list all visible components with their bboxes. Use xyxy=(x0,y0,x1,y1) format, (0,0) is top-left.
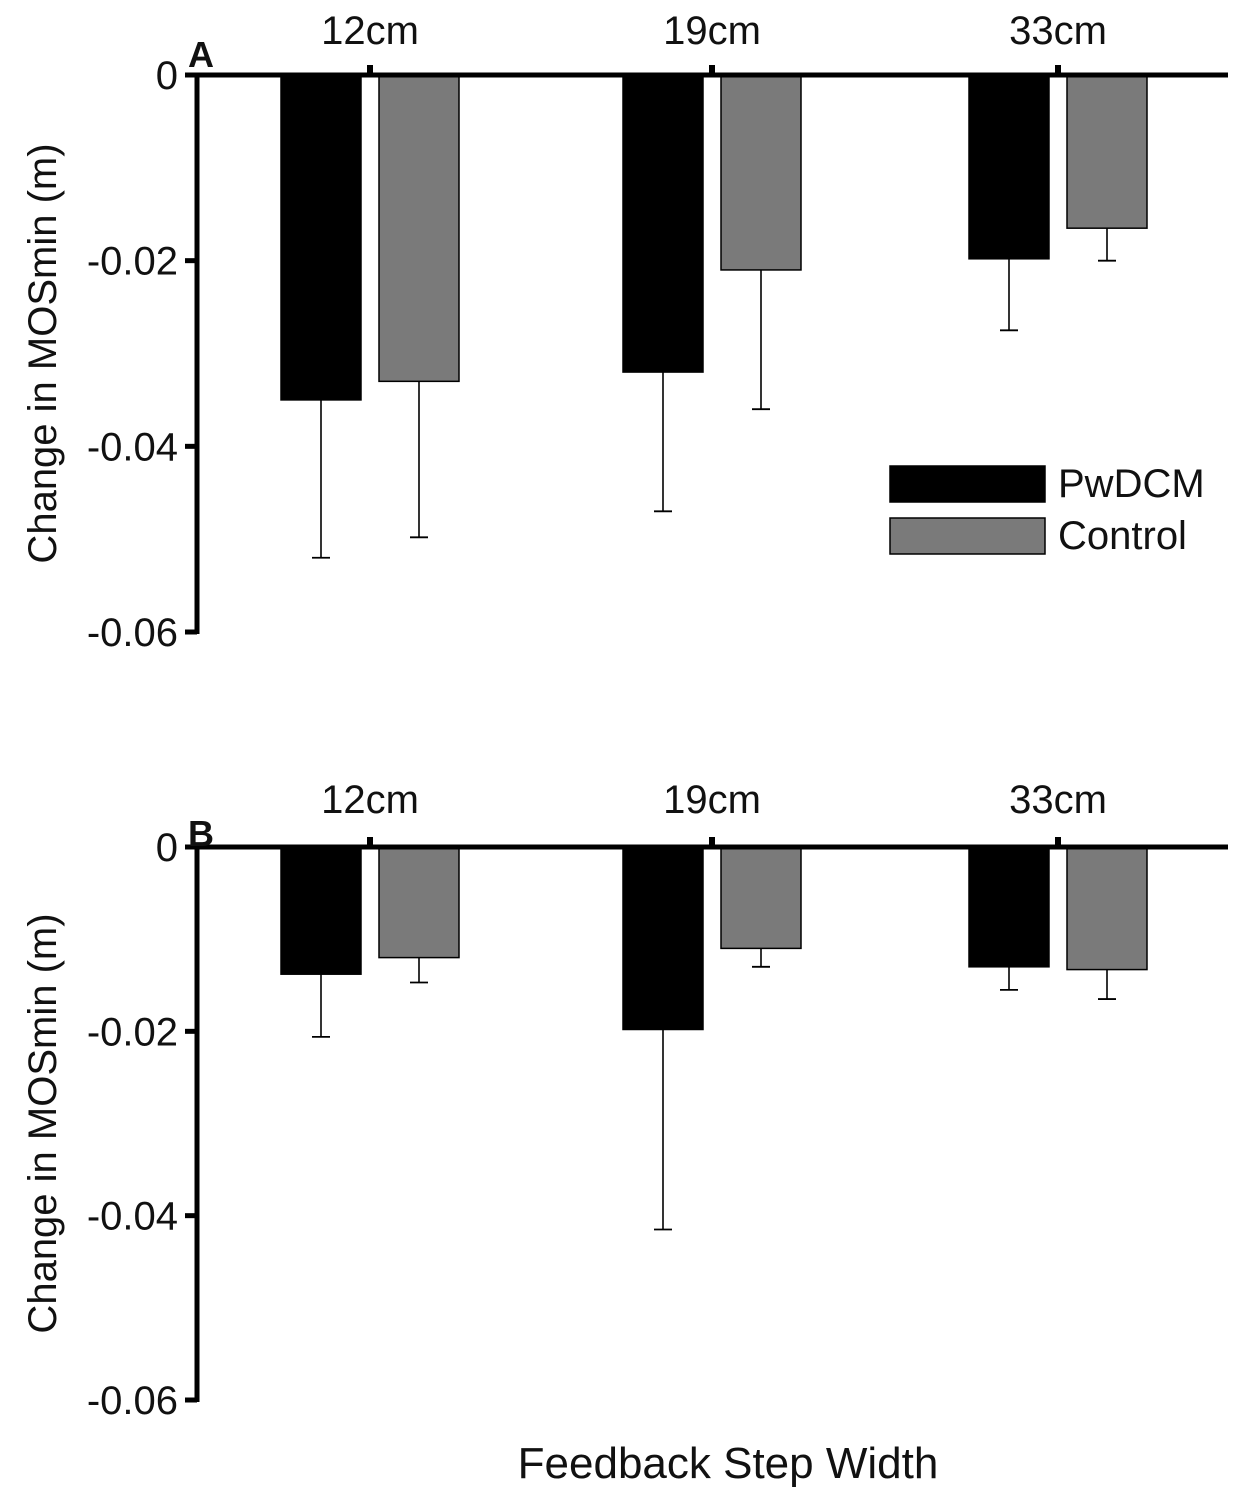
legend-swatch-control xyxy=(889,517,1046,555)
y-tick-label: 0 xyxy=(156,826,178,870)
bar-control-33cm xyxy=(1066,846,1148,971)
y-tick-label: -0.02 xyxy=(87,240,178,284)
category-label: 33cm xyxy=(1009,778,1107,822)
y-axis-title: Change in MOSmin (m) xyxy=(21,143,65,563)
category-label: 33cm xyxy=(1009,9,1107,53)
legend: PwDCM Control xyxy=(889,462,1205,558)
bar-control-12cm xyxy=(378,74,460,383)
bar-control-12cm xyxy=(378,846,460,959)
category-label: 12cm xyxy=(321,9,419,53)
y-tick-label: 0 xyxy=(156,54,178,98)
bar-pwdcm-19cm xyxy=(622,74,704,373)
panel-label: A xyxy=(188,34,214,75)
bar-pwdcm-33cm xyxy=(968,846,1050,968)
y-axis-title: Change in MOSmin (m) xyxy=(21,913,65,1333)
legend-swatch-pwdcm xyxy=(889,465,1046,503)
category-label: 19cm xyxy=(663,9,761,53)
y-tick-label: -0.04 xyxy=(87,425,178,469)
legend-label-control: Control xyxy=(1058,514,1187,558)
bar-control-19cm xyxy=(720,74,802,271)
category-label: 12cm xyxy=(321,778,419,822)
bar-control-33cm xyxy=(1066,74,1148,229)
y-tick-label: -0.04 xyxy=(87,1195,178,1239)
bar-pwdcm-12cm xyxy=(280,846,362,975)
legend-label-pwdcm: PwDCM xyxy=(1058,462,1205,506)
x-axis-title: Feedback Step Width xyxy=(518,1439,939,1488)
y-tick-label: -0.06 xyxy=(87,1379,178,1423)
bar-pwdcm-33cm xyxy=(968,74,1050,260)
bar-pwdcm-19cm xyxy=(622,846,704,1031)
panel-label: B xyxy=(188,813,214,854)
chart-panel-a: 0 -0.02 -0.04 -0.06 12cm 19cm 33cm A Change in M… xyxy=(21,9,1228,655)
bar-control-19cm xyxy=(720,846,802,950)
bar-pwdcm-12cm xyxy=(280,74,362,401)
category-label: 19cm xyxy=(663,778,761,822)
chart-panel-b: 0 -0.02 -0.04 -0.06 12cm 19cm 33cm B Change in M… xyxy=(21,778,1228,1423)
y-tick-label: -0.06 xyxy=(87,611,178,655)
y-tick-label: -0.02 xyxy=(87,1010,178,1054)
